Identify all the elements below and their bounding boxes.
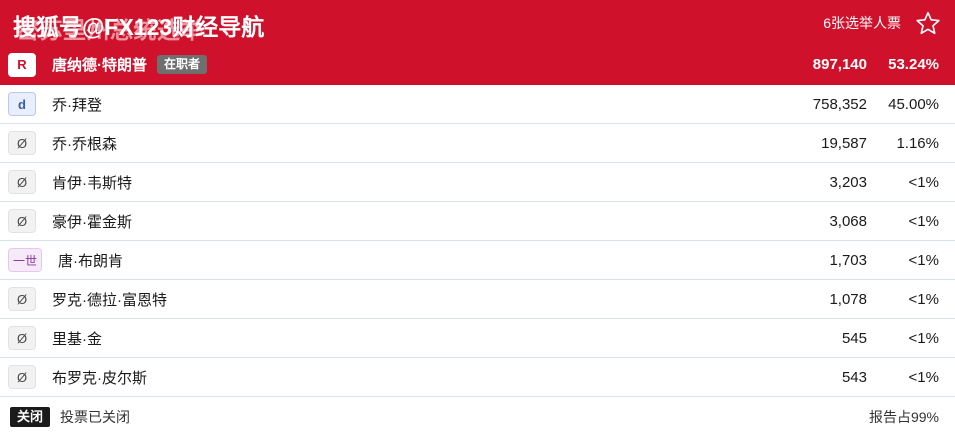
electoral-votes-label: 6张选举人票	[823, 14, 901, 31]
party-badge: Ø	[8, 365, 36, 389]
candidate-name: 罗克·德拉·富恩特	[52, 291, 167, 309]
vote-percent: <1%	[908, 290, 939, 308]
vote-count: 897,140	[812, 56, 867, 73]
party-badge: Ø	[8, 209, 36, 233]
vote-count: 3,203	[829, 173, 867, 191]
table-row[interactable]: Ø 布罗克·皮尔斯 543 <1%	[0, 358, 955, 397]
party-badge: 一世	[8, 248, 42, 272]
vote-percent: <1%	[908, 212, 939, 230]
vote-count: 543	[841, 368, 867, 386]
table-row[interactable]: Ø 肯伊·韦斯特 3,203 <1%	[0, 163, 955, 202]
candidate-name: 唐·布朗肯	[58, 252, 123, 270]
reporting-percent: 报告占99%	[868, 408, 939, 425]
vote-percent: 1.16%	[896, 134, 939, 152]
party-badge: Ø	[8, 131, 36, 155]
vote-count: 758,352	[812, 95, 867, 113]
party-badge: R	[8, 52, 36, 77]
candidate-name: 布罗克·皮尔斯	[52, 369, 147, 387]
table-row[interactable]: Ø 乔·乔根森 19,587 1.16%	[0, 124, 955, 163]
header-right-group: 6张选举人票	[823, 10, 941, 36]
vote-percent: 45.00%	[888, 95, 939, 113]
results-table: R 唐纳德·特朗普 在职者 897,140 53.24% d 乔·拜登 758,…	[0, 45, 955, 397]
watermark-text: 搜狐号@FX123财经导航	[13, 14, 265, 40]
candidate-name: 乔·拜登	[52, 96, 102, 114]
status-badge: 关闭	[10, 406, 51, 427]
vote-count: 1,703	[829, 251, 867, 269]
widget-footer: 关闭 投票已关闭 报告占99%	[0, 397, 955, 436]
vote-percent: <1%	[908, 368, 939, 386]
candidate-name: 唐纳德·特朗普	[52, 57, 147, 74]
vote-percent: <1%	[908, 251, 939, 269]
table-row[interactable]: d 乔·拜登 758,352 45.00%	[0, 85, 955, 124]
page-title: 密苏里州总统选举	[16, 17, 204, 43]
party-badge: Ø	[8, 287, 36, 311]
widget-header: 密苏里州总统选举 搜狐号@FX123财经导航 6张选举人票	[0, 0, 955, 45]
star-outline-icon[interactable]	[915, 10, 941, 36]
vote-count: 3,068	[829, 212, 867, 230]
vote-percent: <1%	[908, 173, 939, 191]
candidate-name: 乔·乔根森	[52, 135, 117, 153]
vote-percent: 53.24%	[888, 56, 939, 73]
vote-count: 1,078	[829, 290, 867, 308]
table-row[interactable]: Ø 罗克·德拉·富恩特 1,078 <1%	[0, 280, 955, 319]
party-badge: Ø	[8, 326, 36, 350]
candidate-name: 里基·金	[52, 330, 102, 348]
candidate-name: 肯伊·韦斯特	[52, 174, 132, 192]
table-row[interactable]: Ø 豪伊·霍金斯 3,068 <1%	[0, 202, 955, 241]
party-badge: d	[8, 92, 36, 116]
party-badge: Ø	[8, 170, 36, 194]
table-row[interactable]: 一世 唐·布朗肯 1,703 <1%	[0, 241, 955, 280]
vote-count: 545	[841, 329, 867, 347]
status-text: 投票已关闭	[60, 408, 131, 425]
table-row[interactable]: Ø 里基·金 545 <1%	[0, 319, 955, 358]
candidate-name: 豪伊·霍金斯	[52, 213, 132, 231]
vote-percent: <1%	[908, 329, 939, 347]
incumbent-badge: 在职者	[157, 55, 208, 74]
vote-count: 19,587	[821, 134, 867, 152]
table-row[interactable]: R 唐纳德·特朗普 在职者 897,140 53.24%	[0, 45, 955, 85]
